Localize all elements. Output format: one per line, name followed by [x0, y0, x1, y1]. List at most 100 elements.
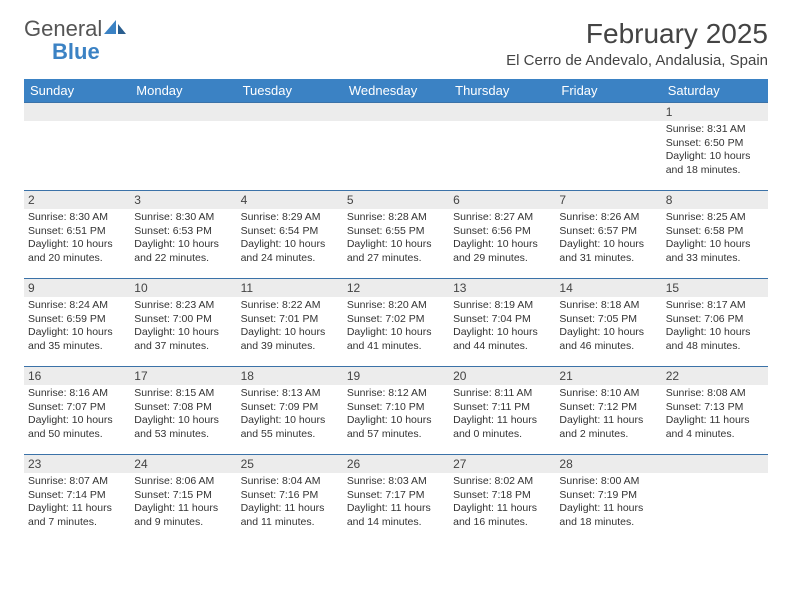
- weekday-header: Tuesday: [237, 79, 343, 103]
- cell-body: Sunrise: 8:24 AMSunset: 6:59 PMDaylight:…: [24, 297, 130, 360]
- cell-line: Sunset: 7:05 PM: [559, 313, 657, 327]
- cell-line: Sunset: 7:09 PM: [241, 401, 339, 415]
- cell-body: Sunrise: 8:22 AMSunset: 7:01 PMDaylight:…: [237, 297, 343, 360]
- page-title: February 2025: [506, 18, 768, 50]
- cell-line: Daylight: 10 hours and 48 minutes.: [666, 326, 764, 353]
- cell-line: Daylight: 10 hours and 18 minutes.: [666, 150, 764, 177]
- cell-line: Sunrise: 8:03 AM: [347, 475, 445, 489]
- cell-body: Sunrise: 8:07 AMSunset: 7:14 PMDaylight:…: [24, 473, 130, 536]
- cell-line: Sunset: 7:15 PM: [134, 489, 232, 503]
- day-number: 15: [662, 279, 768, 297]
- cell-body: Sunrise: 8:10 AMSunset: 7:12 PMDaylight:…: [555, 385, 661, 448]
- day-number: 4: [237, 191, 343, 209]
- cell-body: Sunrise: 8:25 AMSunset: 6:58 PMDaylight:…: [662, 209, 768, 272]
- cell-line: Daylight: 10 hours and 39 minutes.: [241, 326, 339, 353]
- header: General Blue February 2025 El Cerro de A…: [24, 18, 768, 69]
- day-number: 28: [555, 455, 661, 473]
- calendar-table: Sunday Monday Tuesday Wednesday Thursday…: [24, 79, 768, 543]
- cell-line: Daylight: 11 hours and 18 minutes.: [559, 502, 657, 529]
- cell-body: Sunrise: 8:30 AMSunset: 6:53 PMDaylight:…: [130, 209, 236, 272]
- cell-body: Sunrise: 8:00 AMSunset: 7:19 PMDaylight:…: [555, 473, 661, 536]
- calendar-cell: [343, 103, 449, 191]
- cell-body: Sunrise: 8:29 AMSunset: 6:54 PMDaylight:…: [237, 209, 343, 272]
- cell-line: Sunrise: 8:23 AM: [134, 299, 232, 313]
- calendar-cell: [24, 103, 130, 191]
- day-number: 17: [130, 367, 236, 385]
- title-block: February 2025 El Cerro de Andevalo, Anda…: [506, 18, 768, 69]
- calendar-cell: 19Sunrise: 8:12 AMSunset: 7:10 PMDayligh…: [343, 367, 449, 455]
- calendar-week-row: 16Sunrise: 8:16 AMSunset: 7:07 PMDayligh…: [24, 367, 768, 455]
- cell-line: Sunrise: 8:10 AM: [559, 387, 657, 401]
- cell-line: Sunset: 7:11 PM: [453, 401, 551, 415]
- cell-body: Sunrise: 8:23 AMSunset: 7:00 PMDaylight:…: [130, 297, 236, 360]
- cell-body: [449, 121, 555, 129]
- cell-line: Sunset: 6:58 PM: [666, 225, 764, 239]
- cell-line: Daylight: 10 hours and 35 minutes.: [28, 326, 126, 353]
- cell-line: Daylight: 10 hours and 27 minutes.: [347, 238, 445, 265]
- cell-line: Sunset: 7:00 PM: [134, 313, 232, 327]
- cell-line: Sunrise: 8:12 AM: [347, 387, 445, 401]
- cell-body: Sunrise: 8:16 AMSunset: 7:07 PMDaylight:…: [24, 385, 130, 448]
- weekday-header: Thursday: [449, 79, 555, 103]
- cell-body: Sunrise: 8:17 AMSunset: 7:06 PMDaylight:…: [662, 297, 768, 360]
- cell-line: Daylight: 10 hours and 37 minutes.: [134, 326, 232, 353]
- cell-line: Daylight: 11 hours and 9 minutes.: [134, 502, 232, 529]
- calendar-cell: 17Sunrise: 8:15 AMSunset: 7:08 PMDayligh…: [130, 367, 236, 455]
- cell-line: Sunset: 6:59 PM: [28, 313, 126, 327]
- cell-line: Sunset: 7:01 PM: [241, 313, 339, 327]
- logo-text-general: General: [24, 16, 102, 41]
- calendar-cell: 3Sunrise: 8:30 AMSunset: 6:53 PMDaylight…: [130, 191, 236, 279]
- cell-line: Sunset: 7:04 PM: [453, 313, 551, 327]
- calendar-cell: 27Sunrise: 8:02 AMSunset: 7:18 PMDayligh…: [449, 455, 555, 543]
- cell-body: Sunrise: 8:26 AMSunset: 6:57 PMDaylight:…: [555, 209, 661, 272]
- cell-line: Daylight: 11 hours and 11 minutes.: [241, 502, 339, 529]
- cell-body: Sunrise: 8:03 AMSunset: 7:17 PMDaylight:…: [343, 473, 449, 536]
- cell-line: Sunset: 6:53 PM: [134, 225, 232, 239]
- cell-line: Sunset: 7:06 PM: [666, 313, 764, 327]
- cell-line: Sunrise: 8:30 AM: [28, 211, 126, 225]
- cell-line: Sunrise: 8:16 AM: [28, 387, 126, 401]
- weekday-header: Monday: [130, 79, 236, 103]
- calendar-cell: 6Sunrise: 8:27 AMSunset: 6:56 PMDaylight…: [449, 191, 555, 279]
- cell-body: [662, 473, 768, 481]
- calendar-cell: 14Sunrise: 8:18 AMSunset: 7:05 PMDayligh…: [555, 279, 661, 367]
- cell-body: Sunrise: 8:08 AMSunset: 7:13 PMDaylight:…: [662, 385, 768, 448]
- day-number: 27: [449, 455, 555, 473]
- cell-line: Sunrise: 8:15 AM: [134, 387, 232, 401]
- cell-line: Daylight: 10 hours and 41 minutes.: [347, 326, 445, 353]
- calendar-cell: 9Sunrise: 8:24 AMSunset: 6:59 PMDaylight…: [24, 279, 130, 367]
- cell-line: Sunset: 6:57 PM: [559, 225, 657, 239]
- day-number: 24: [130, 455, 236, 473]
- day-number: 18: [237, 367, 343, 385]
- calendar-cell: 20Sunrise: 8:11 AMSunset: 7:11 PMDayligh…: [449, 367, 555, 455]
- cell-body: [555, 121, 661, 129]
- cell-body: [130, 121, 236, 129]
- cell-body: Sunrise: 8:11 AMSunset: 7:11 PMDaylight:…: [449, 385, 555, 448]
- cell-line: Daylight: 11 hours and 4 minutes.: [666, 414, 764, 441]
- calendar-cell: 23Sunrise: 8:07 AMSunset: 7:14 PMDayligh…: [24, 455, 130, 543]
- calendar-cell: 13Sunrise: 8:19 AMSunset: 7:04 PMDayligh…: [449, 279, 555, 367]
- cell-line: Sunrise: 8:26 AM: [559, 211, 657, 225]
- weekday-header: Friday: [555, 79, 661, 103]
- calendar-week-row: 1Sunrise: 8:31 AMSunset: 6:50 PMDaylight…: [24, 103, 768, 191]
- calendar-cell: 1Sunrise: 8:31 AMSunset: 6:50 PMDaylight…: [662, 103, 768, 191]
- logo-text-blue: Blue: [52, 39, 100, 64]
- cell-line: Daylight: 10 hours and 33 minutes.: [666, 238, 764, 265]
- calendar-cell: 10Sunrise: 8:23 AMSunset: 7:00 PMDayligh…: [130, 279, 236, 367]
- cell-line: Sunset: 6:54 PM: [241, 225, 339, 239]
- cell-line: Sunset: 6:56 PM: [453, 225, 551, 239]
- calendar-cell: 12Sunrise: 8:20 AMSunset: 7:02 PMDayligh…: [343, 279, 449, 367]
- cell-line: Sunrise: 8:02 AM: [453, 475, 551, 489]
- logo: General Blue: [24, 18, 128, 64]
- cell-line: Daylight: 10 hours and 31 minutes.: [559, 238, 657, 265]
- cell-line: Daylight: 10 hours and 57 minutes.: [347, 414, 445, 441]
- cell-body: Sunrise: 8:31 AMSunset: 6:50 PMDaylight:…: [662, 121, 768, 184]
- cell-line: Sunrise: 8:17 AM: [666, 299, 764, 313]
- day-number: 8: [662, 191, 768, 209]
- cell-line: Sunset: 7:14 PM: [28, 489, 126, 503]
- cell-body: [343, 121, 449, 129]
- day-number: 16: [24, 367, 130, 385]
- day-number: 6: [449, 191, 555, 209]
- cell-line: Daylight: 11 hours and 14 minutes.: [347, 502, 445, 529]
- cell-line: Sunrise: 8:20 AM: [347, 299, 445, 313]
